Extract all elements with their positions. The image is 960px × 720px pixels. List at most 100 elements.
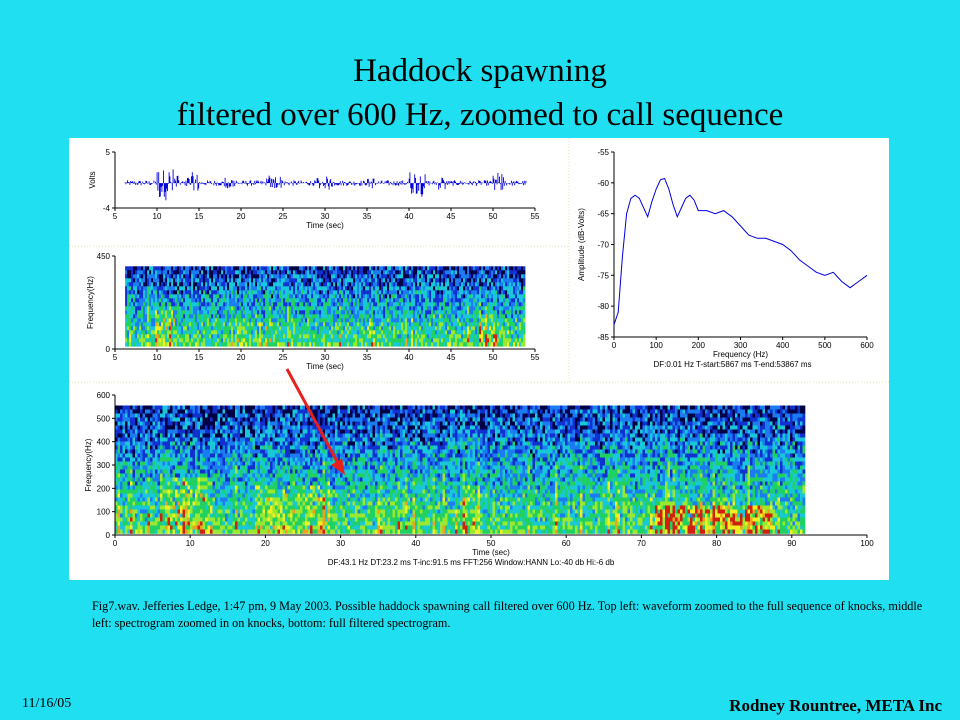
heatmap-cell [447, 314, 450, 319]
heatmap-cell [245, 318, 248, 323]
heatmap-cell [237, 326, 240, 331]
heatmap-cell [373, 326, 376, 331]
heatmap-cell [331, 290, 334, 295]
heatmap-cell [391, 298, 394, 303]
heatmap-cell [433, 342, 436, 347]
heatmap-cell [503, 334, 506, 339]
heatmap-cell [189, 326, 192, 331]
heatmap-cell [407, 342, 410, 347]
heatmap-cell [319, 306, 322, 311]
heatmap-cell [347, 330, 350, 335]
heatmap-cell [447, 322, 450, 327]
heatmap-cell [157, 437, 161, 442]
heatmap-cell [265, 326, 268, 331]
heatmap-cell [175, 425, 178, 430]
heatmap-cell [327, 270, 330, 275]
heatmap-cell [193, 330, 196, 335]
heatmap-cell [311, 298, 314, 303]
heatmap-cell [261, 294, 264, 299]
heatmap-cell [157, 294, 160, 299]
heatmap-cell [267, 338, 270, 343]
heatmap-cell [213, 342, 216, 347]
heatmap-cell [131, 302, 134, 307]
heatmap-cell [231, 278, 234, 283]
heatmap-cell [191, 326, 194, 331]
heatmap-cell [411, 270, 414, 275]
heatmap-cell [157, 342, 160, 347]
heatmap-cell [475, 334, 478, 339]
heatmap-cell [241, 278, 244, 283]
heatmap-cell [505, 302, 508, 307]
heatmap-cell [145, 338, 148, 343]
heatmap-cell [483, 338, 486, 343]
heatmap-cell [175, 413, 178, 418]
heatmap-cell [353, 290, 356, 295]
heatmap-cell [521, 302, 524, 307]
heatmap-cell [183, 334, 186, 339]
heatmap-cell [235, 342, 238, 347]
heatmap-cell [163, 290, 166, 295]
heatmap-cell [160, 453, 163, 458]
heatmap-cell [409, 282, 412, 287]
heatmap-cell [211, 326, 214, 331]
heatmap-cell [191, 306, 194, 311]
heatmap-cell [497, 302, 500, 307]
heatmap-cell [133, 286, 136, 291]
heatmap-cell [257, 310, 260, 315]
heatmap-cell [211, 278, 214, 283]
heatmap-cell [347, 342, 350, 347]
heatmap-cell [421, 342, 424, 347]
heatmap-cell [249, 314, 252, 319]
heatmap-cell [265, 286, 268, 291]
heatmap-cell [393, 278, 396, 283]
heatmap-cell [189, 270, 192, 275]
heatmap-cell [337, 294, 340, 299]
heatmap-cell [189, 314, 192, 319]
heatmap-cell [421, 282, 424, 287]
heatmap-cell [165, 509, 168, 514]
heatmap-cell [301, 298, 304, 303]
heatmap-cell [477, 322, 480, 327]
heatmap-cell [152, 409, 156, 414]
heatmap-cell [237, 302, 240, 307]
heatmap-cell [273, 334, 276, 339]
heatmap-cell [139, 326, 142, 331]
heatmap-cell [170, 453, 173, 458]
heatmap-cell [207, 342, 210, 347]
heatmap-cell [317, 278, 320, 283]
spectrum-y-axis-label: Amplitude (dB-Volts) [577, 208, 586, 281]
heatmap-cell [279, 302, 282, 307]
heatmap-cell [225, 294, 228, 299]
heatmap-cell [403, 298, 406, 303]
heatmap-cell [381, 270, 384, 275]
heatmap-cell [349, 282, 352, 287]
heatmap-cell [341, 326, 344, 331]
heatmap-cell [437, 298, 440, 303]
heatmap-cell [143, 342, 146, 347]
heatmap-cell [115, 429, 118, 434]
heatmap-cell [375, 274, 378, 279]
heatmap-cell [237, 274, 240, 279]
heatmap-cell [303, 306, 306, 311]
heatmap-cell [323, 306, 326, 311]
heatmap-cell [233, 318, 236, 323]
heatmap-cell [521, 310, 524, 315]
heatmap-cell [267, 270, 270, 275]
heatmap-cell [157, 409, 161, 414]
heatmap-cell [167, 306, 170, 311]
heatmap-cell [457, 282, 460, 287]
heatmap-cell [251, 338, 254, 343]
heatmap-cell [145, 282, 148, 287]
heatmap-cell [172, 421, 176, 426]
heatmap-cell [339, 334, 342, 339]
heatmap-cell [397, 274, 400, 279]
heatmap-cell [257, 286, 260, 291]
heatmap-cell [455, 274, 458, 279]
heatmap-cell [133, 274, 136, 279]
heatmap-cell [435, 270, 438, 275]
heatmap-cell [237, 298, 240, 303]
heatmap-cell [351, 278, 354, 283]
heatmap-cell [265, 318, 268, 323]
heatmap-cell [393, 302, 396, 307]
heatmap-cell [217, 294, 220, 299]
